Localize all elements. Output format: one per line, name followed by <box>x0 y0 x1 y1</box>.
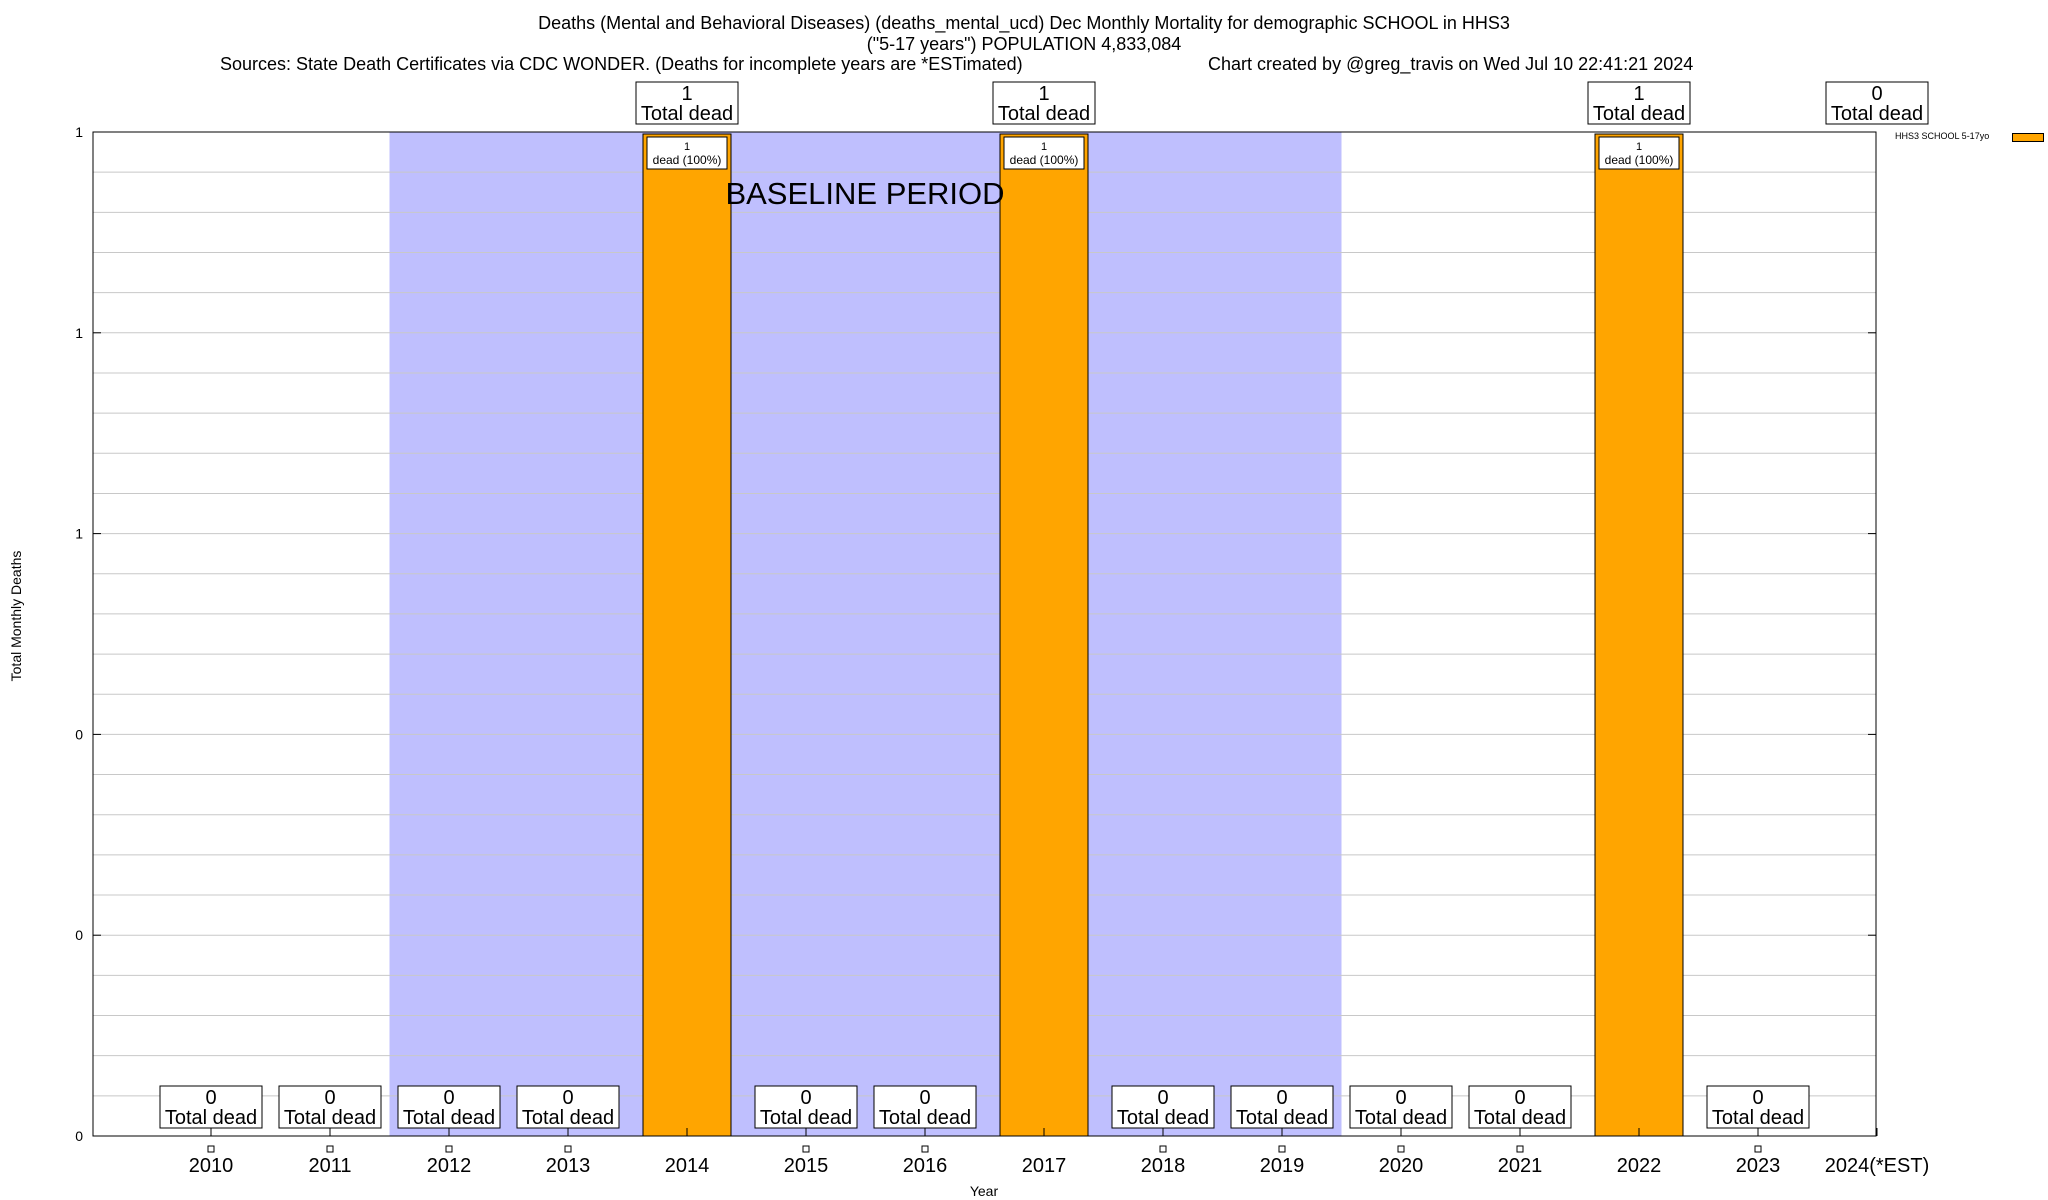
total-dead-label-box <box>1825 81 1929 125</box>
zero-point-marker <box>326 1145 334 1153</box>
zero-point-marker <box>1397 1145 1405 1153</box>
bar-value-label: 1 <box>1041 141 1047 153</box>
total-dead-label: Total dead <box>1355 1107 1447 1129</box>
total-dead-value: 0 <box>800 1087 811 1109</box>
zero-point-marker <box>1516 1145 1524 1153</box>
total-dead-value: 1 <box>1038 83 1049 105</box>
total-dead-value: 0 <box>205 1087 216 1109</box>
zero-point-marker <box>564 1145 572 1153</box>
bar <box>642 133 732 1137</box>
y-tick-label: 1 <box>75 124 83 140</box>
chart-subtitle-sources: Sources: State Death Certificates via CD… <box>220 54 1023 74</box>
x-tick-label: 2024(*EST) <box>1825 1155 1930 1177</box>
total-dead-label-box <box>992 81 1096 125</box>
zero-point-marker <box>802 1145 810 1153</box>
y-axis-label: Total Monthly Deaths <box>8 551 24 682</box>
legend: HHS3 SCHOOL 5-17yo <box>1895 131 2044 142</box>
x-tick-label: 2014 <box>665 1155 710 1177</box>
legend-swatch <box>2012 133 2044 142</box>
y-tick-label: 0 <box>75 1128 83 1144</box>
total-dead-value: 0 <box>1157 1087 1168 1109</box>
x-tick-label: 2012 <box>427 1155 472 1177</box>
total-dead-value: 0 <box>443 1087 454 1109</box>
total-dead-label: Total dead <box>165 1107 257 1129</box>
x-tick-label: 2022 <box>1617 1155 1662 1177</box>
chart-title-line-1: Deaths (Mental and Behavioral Diseases) … <box>538 13 1510 33</box>
y-tick-label: 1 <box>75 526 83 542</box>
x-tick-label: 2013 <box>546 1155 591 1177</box>
x-tick-label: 2021 <box>1498 1155 1543 1177</box>
bar-label-box <box>1003 136 1085 170</box>
total-dead-value: 0 <box>1276 1087 1287 1109</box>
x-tick-label: 2016 <box>903 1155 948 1177</box>
total-dead-label-box <box>1230 1085 1334 1129</box>
x-tick-label: 2011 <box>308 1155 351 1177</box>
chart-title-line-2: ("5-17 years") POPULATION 4,833,084 <box>866 34 1182 54</box>
baseline-period-band <box>389 132 1342 1136</box>
total-dead-label-box <box>1468 1085 1572 1129</box>
x-axis-label: Year <box>970 1183 999 1199</box>
total-dead-value: 0 <box>919 1087 930 1109</box>
total-dead-label: Total dead <box>1236 1107 1328 1129</box>
total-dead-label: Total dead <box>1593 103 1685 125</box>
x-tick-label: 2023 <box>1736 1155 1781 1177</box>
plot-area-frame <box>92 131 1877 1137</box>
total-dead-value: 0 <box>562 1087 573 1109</box>
legend-label: HHS3 SCHOOL 5-17yo <box>1895 131 1990 141</box>
zero-point-marker <box>445 1145 453 1153</box>
bar-label-box <box>646 136 728 170</box>
zero-point-marker <box>1278 1145 1286 1153</box>
bar-percent-label: dead (100%) <box>1010 153 1079 167</box>
bar-value-label: 1 <box>684 141 690 153</box>
total-dead-label: Total dead <box>641 103 733 125</box>
x-tick-label: 2019 <box>1260 1155 1305 1177</box>
total-dead-label-box <box>1111 1085 1215 1129</box>
bar <box>999 133 1089 1137</box>
y-tick-label: 1 <box>75 325 83 341</box>
bar-value-label: 1 <box>1636 141 1642 153</box>
total-dead-value: 0 <box>324 1087 335 1109</box>
zero-point-marker <box>921 1145 929 1153</box>
total-dead-label: Total dead <box>1831 103 1923 125</box>
total-dead-value: 1 <box>681 83 692 105</box>
total-dead-label-box <box>635 81 739 125</box>
y-tick-label: 0 <box>75 726 83 742</box>
chart-subtitle-credit: Chart created by @greg_travis on Wed Jul… <box>1208 54 1694 74</box>
total-dead-label-box <box>1349 1085 1453 1129</box>
total-dead-label: Total dead <box>522 1107 614 1129</box>
total-dead-label: Total dead <box>284 1107 376 1129</box>
bar-label-box <box>1598 136 1680 170</box>
total-dead-value: 0 <box>1395 1087 1406 1109</box>
total-dead-value: 0 <box>1514 1087 1525 1109</box>
total-dead-label: Total dead <box>998 103 1090 125</box>
x-tick-label: 2010 <box>189 1155 234 1177</box>
zero-point-marker <box>1754 1145 1762 1153</box>
baseline-period-label: BASELINE PERIOD <box>725 176 1004 211</box>
bar <box>1594 133 1684 1137</box>
total-dead-label-box <box>278 1085 382 1129</box>
total-dead-label: Total dead <box>879 1107 971 1129</box>
total-dead-value: 1 <box>1633 83 1644 105</box>
x-tick-label: 2017 <box>1022 1155 1067 1177</box>
x-tick-label: 2018 <box>1141 1155 1186 1177</box>
total-dead-label-box <box>1587 81 1691 125</box>
bar-percent-label: dead (100%) <box>653 153 722 167</box>
total-dead-label: Total dead <box>760 1107 852 1129</box>
total-dead-label: Total dead <box>1474 1107 1566 1129</box>
total-dead-value: 0 <box>1752 1087 1763 1109</box>
total-dead-label: Total dead <box>1712 1107 1804 1129</box>
zero-point-marker <box>207 1145 215 1153</box>
x-tick-label: 2020 <box>1379 1155 1424 1177</box>
y-tick-label: 0 <box>75 927 83 943</box>
zero-point-marker <box>1159 1145 1167 1153</box>
total-dead-label-box <box>159 1085 263 1129</box>
total-dead-label: Total dead <box>1117 1107 1209 1129</box>
total-dead-label: Total dead <box>403 1107 495 1129</box>
total-dead-label-box <box>1706 1085 1810 1129</box>
total-dead-value: 0 <box>1871 83 1882 105</box>
x-tick-label: 2015 <box>784 1155 829 1177</box>
bar-percent-label: dead (100%) <box>1605 153 1674 167</box>
